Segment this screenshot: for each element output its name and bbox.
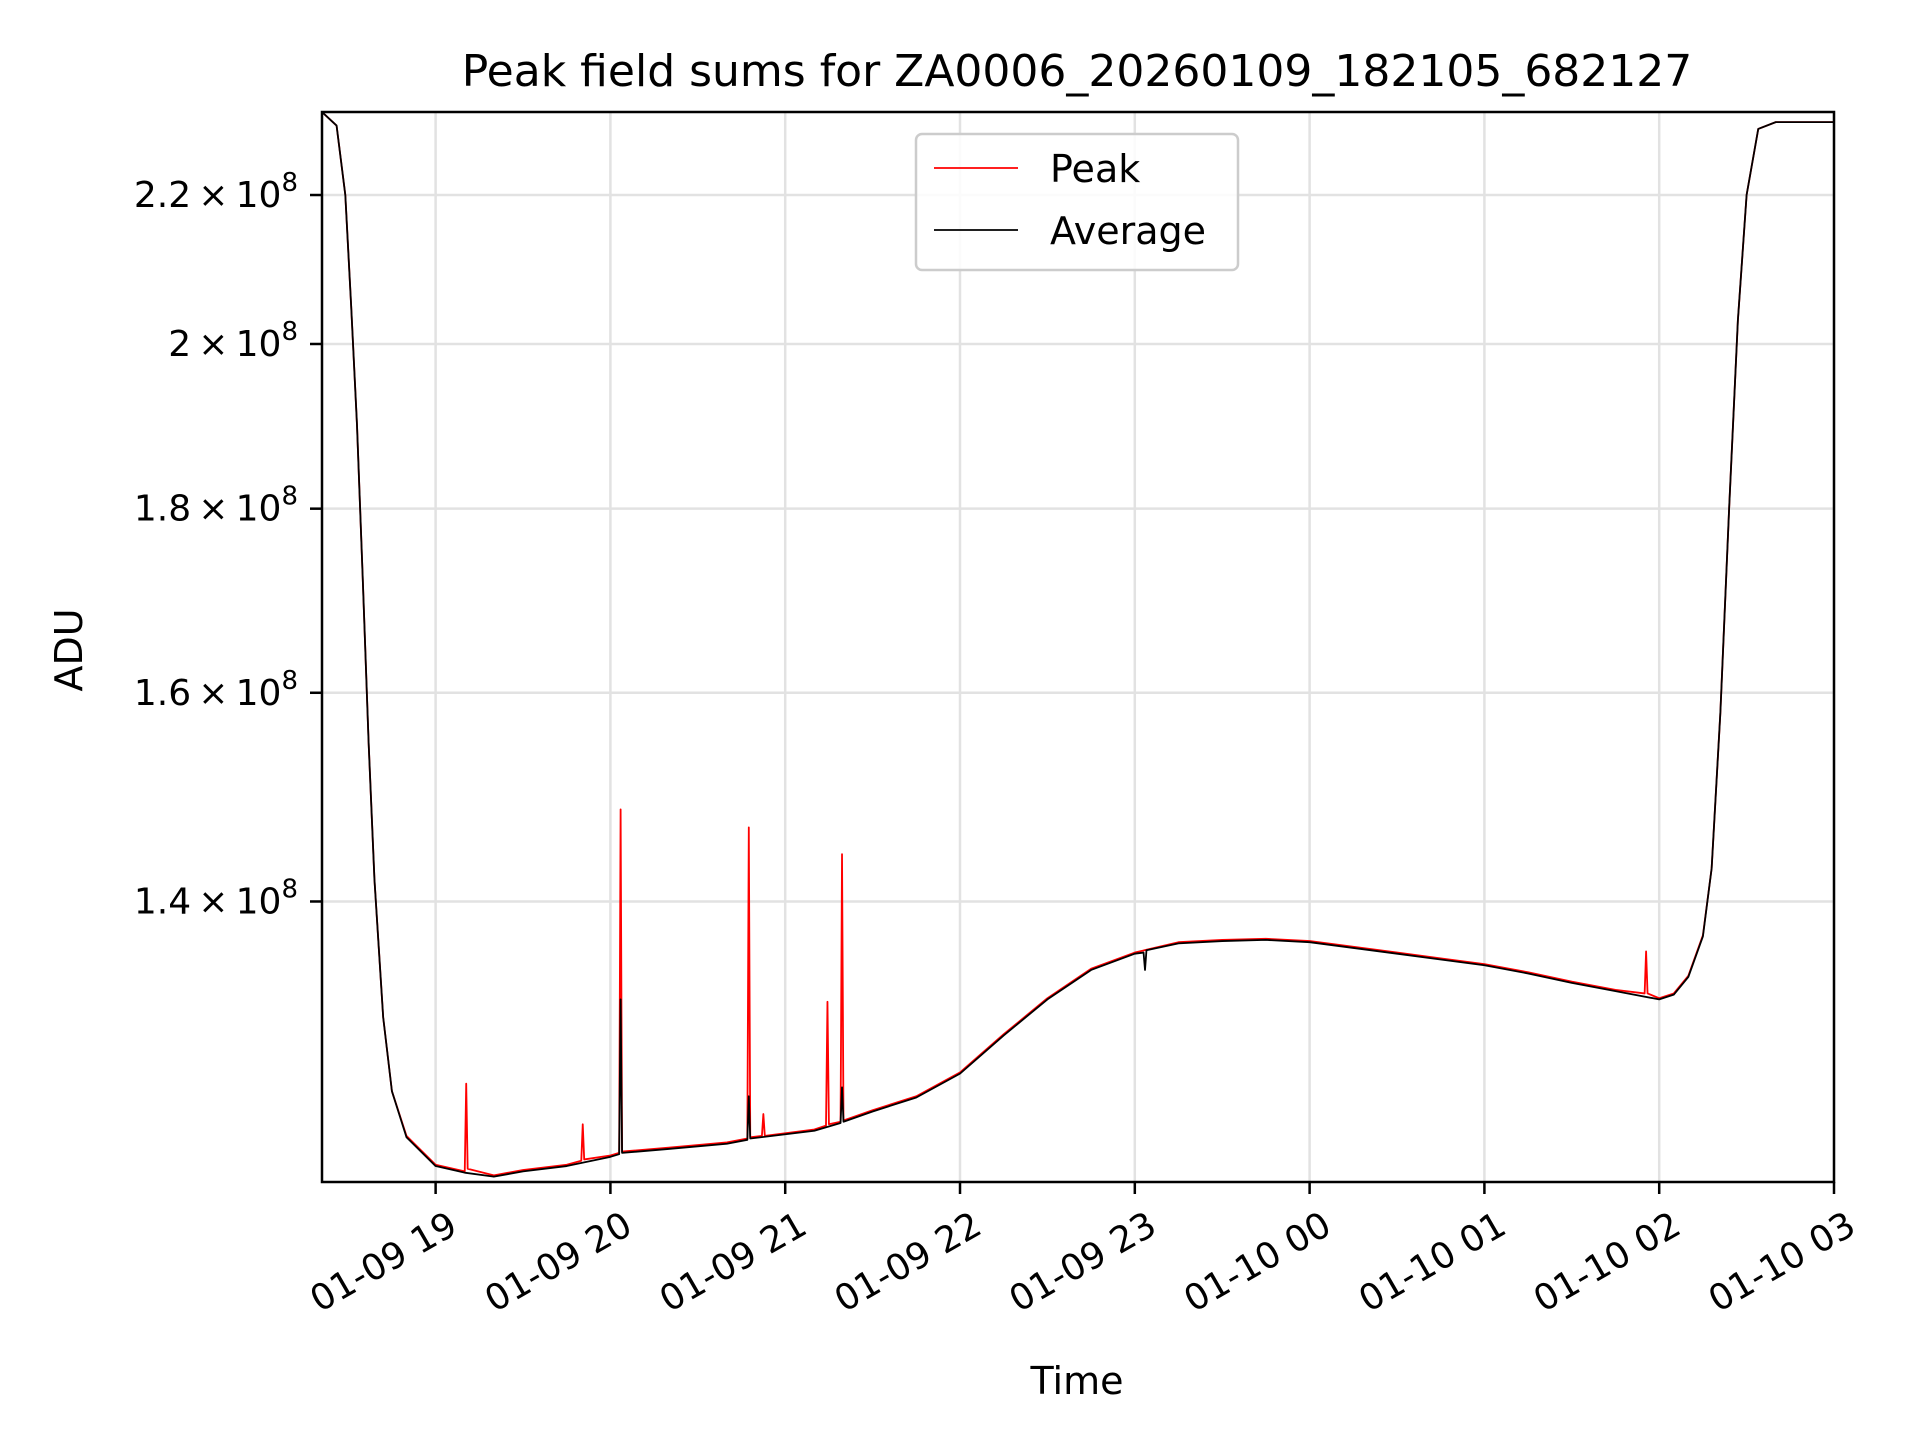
x-axis-label: Time: [1030, 1359, 1124, 1403]
y-tick-label: 1.6 × 108: [134, 666, 298, 714]
series-line-average: [322, 112, 1834, 1178]
y-tick-label: 1.8 × 108: [134, 482, 298, 530]
y-axis-ticks: 1.4 × 108 1.6 × 108 1.8 × 108 2 × 108 2.2 × …: [134, 168, 322, 922]
plot-area-frame: [320, 110, 1836, 1184]
series-line-peak: [322, 112, 1834, 1177]
legend: Peak Average: [914, 132, 1240, 272]
y-tick-label: 2.2 × 108: [134, 168, 298, 216]
chart-title: Peak field sums for ZA0006_20260109_1821…: [462, 46, 1693, 97]
legend-label-average: Average: [1050, 209, 1206, 253]
plot-series: [322, 112, 1834, 1178]
y-tick-label: 2 × 108: [168, 317, 298, 365]
y-tick-label: 1.4 × 108: [134, 874, 298, 922]
y-axis-label: ADU: [47, 608, 91, 691]
legend-label-peak: Peak: [1050, 147, 1140, 191]
